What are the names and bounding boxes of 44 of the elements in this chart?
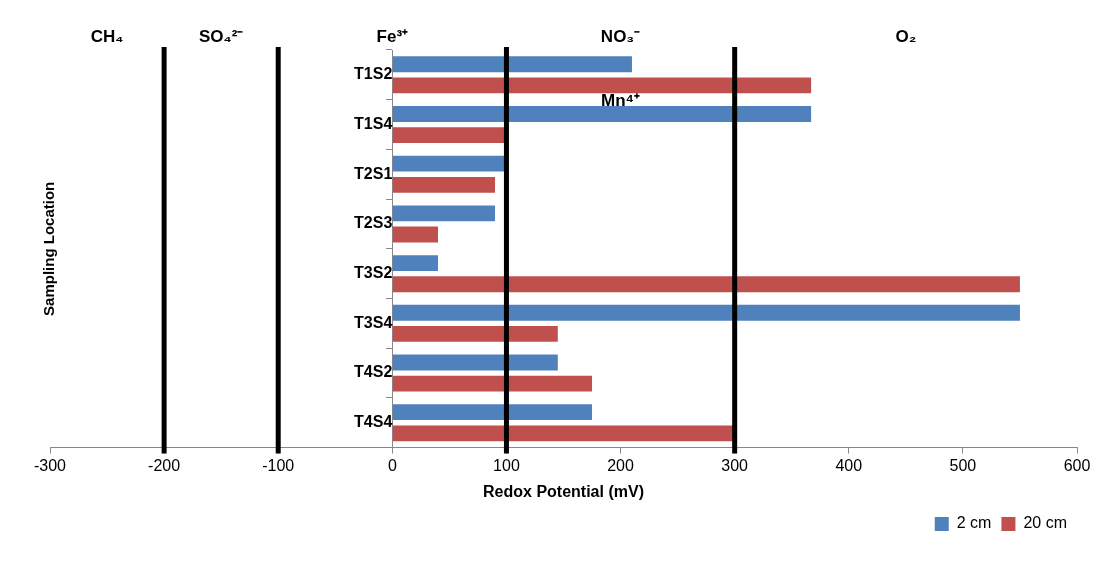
y-tick-label: T2S3 [354, 214, 393, 232]
x-tick-label: 600 [1063, 456, 1091, 474]
x-tick-label: 100 [493, 456, 520, 474]
bar [392, 255, 438, 272]
y-tick-label: T3S4 [354, 313, 393, 331]
x-tick-label: -300 [33, 456, 67, 474]
bar [392, 176, 496, 193]
x-tick-label: 0 [387, 456, 397, 474]
text: SO₄²⁻ [199, 27, 244, 47]
bar [392, 354, 558, 371]
legend-label: 2 cm [956, 514, 992, 532]
y-axis-title: Sampling Location [40, 181, 58, 316]
bar [392, 325, 558, 342]
y-tick-label: T4S2 [354, 363, 393, 381]
bar [392, 106, 812, 122]
x-tick-label: 400 [835, 456, 863, 474]
y-tick-label: T1S2 [354, 65, 393, 83]
text: CH₄ [90, 27, 124, 47]
bar [392, 404, 593, 421]
y-tick-label: T4S4 [354, 413, 393, 431]
y-tick-label: T3S2 [354, 264, 393, 282]
x-tick-label: -100 [262, 456, 295, 474]
text: Fe³⁺ [376, 27, 409, 47]
bar [392, 155, 507, 172]
text: O₂ [895, 27, 917, 47]
x-tick-label: 500 [949, 456, 977, 474]
annotation: Mn⁴⁺ [601, 90, 641, 110]
y-tick-label: T1S4 [354, 114, 393, 132]
bar [392, 425, 735, 442]
bar [392, 304, 1020, 321]
x-tick-label: -200 [148, 456, 181, 474]
bar [392, 77, 812, 94]
x-tick-label: 200 [607, 456, 634, 474]
bar [392, 276, 1020, 293]
bar [392, 226, 438, 243]
bar [392, 127, 507, 144]
x-tick-label: 300 [721, 456, 749, 474]
bar [392, 205, 496, 222]
y-tick-label: T2S1 [354, 164, 393, 182]
legend-label: 20 cm [1023, 514, 1068, 532]
bar [392, 375, 593, 392]
bar [392, 56, 632, 73]
text: NO₃⁻ [600, 27, 641, 47]
x-axis-title: Redox Potential (mV) [483, 482, 644, 500]
